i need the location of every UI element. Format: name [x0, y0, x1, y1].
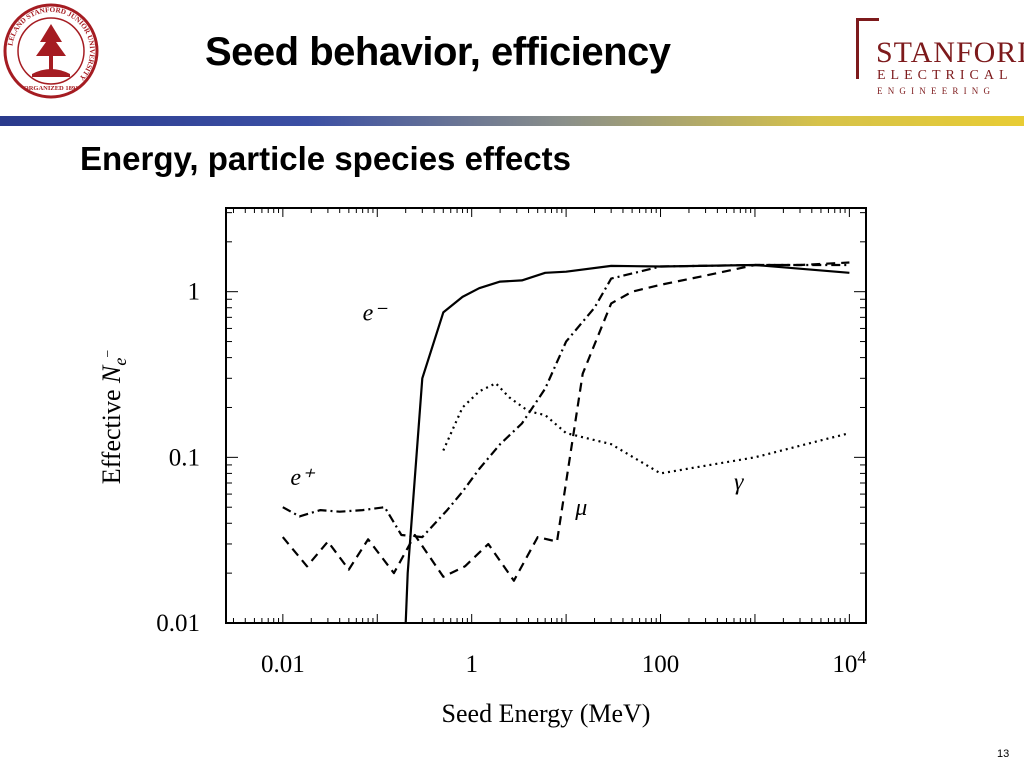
series-label-3: γ [734, 469, 744, 495]
series-label-2: μ [574, 495, 587, 521]
plot-frame [225, 207, 867, 624]
series-label-0: e⁻ [363, 300, 389, 326]
tree-icon [32, 24, 70, 77]
effective-electrons-chart: 0.01 1 100 104 0.01 0.1 1 Seed Energy (MeV) Effe… [97, 207, 867, 728]
x-tick-label: 0.01 [261, 651, 305, 678]
y-tick-label: 0.1 [169, 444, 200, 471]
seal-bottom-text: ORGANIZED 1891 [24, 85, 79, 92]
logo-line-2: ELECTRICAL [877, 68, 1013, 83]
y-tick-label: 0.01 [156, 610, 200, 637]
page-number: 13 [997, 748, 1010, 760]
x-tick-label: 100 [642, 651, 680, 678]
x-tick-exponent: 4 [857, 647, 866, 667]
slide-title: Seed behavior, efficiency [205, 30, 671, 74]
series-line-3 [442, 382, 850, 475]
logo-line-1: STANFORD [876, 36, 1024, 69]
logo-bracket [856, 18, 879, 79]
slide-subtitle: Energy, particle species effects [80, 140, 571, 177]
logo-line-3: ENGINEERING [877, 86, 996, 96]
y-tick-label: 1 [188, 279, 201, 306]
x-tick-label: 1 [465, 651, 478, 678]
header-rule [0, 116, 1024, 126]
series-line-0 [404, 263, 850, 624]
stanford-ee-logo: STANFORD ELECTRICAL ENGINEERING [850, 14, 1024, 96]
x-axis-label: Seed Energy (MeV) [442, 699, 651, 728]
y-axis-label: Effective Ne− [97, 350, 130, 485]
series-label-1: e⁺ [290, 465, 316, 491]
x-tick-label: 104 [832, 647, 866, 678]
series-line-2 [281, 261, 850, 582]
series-line-1 [282, 263, 850, 539]
stanford-seal: LELAND STANFORD JUNIOR UNIVERSITY ORGANI… [3, 3, 99, 99]
